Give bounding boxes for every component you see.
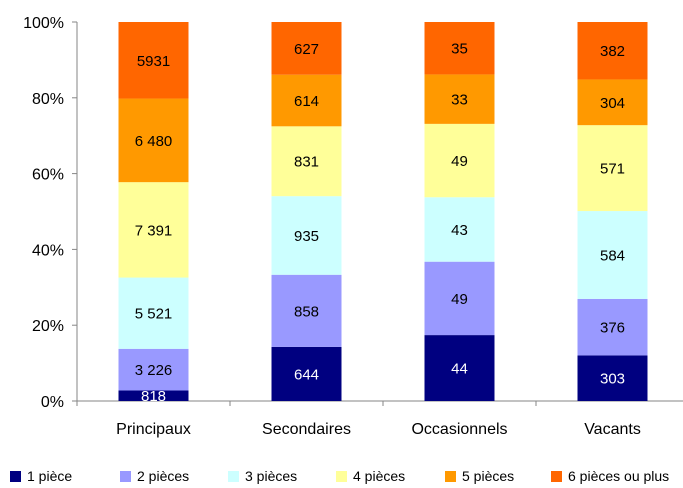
- bar-segment: [271, 22, 342, 75]
- data-label: 6 480: [135, 133, 173, 150]
- y-axis: 0% 20% 40% 60% 80% 100%: [23, 15, 78, 411]
- legend-label: 5 pièces: [462, 468, 514, 484]
- y-tick-label: 60%: [32, 167, 64, 184]
- y-tick-label: 100%: [23, 15, 64, 32]
- y-tick-label: 20%: [32, 318, 64, 335]
- bar-segment: [271, 274, 342, 347]
- bar-segment: [118, 390, 189, 401]
- legend-swatch: [228, 471, 239, 482]
- bar-segment: [577, 22, 648, 80]
- data-label: 5 521: [135, 306, 173, 323]
- legend: 1 pièce 2 pièces 3 pièces 4 pièces 5 pièces 6…: [10, 468, 669, 484]
- legend-swatch: [336, 471, 347, 482]
- bar-segment: [424, 123, 495, 198]
- y-tick-label: 80%: [32, 91, 64, 108]
- bar-segment: [271, 346, 342, 401]
- x-tick-label: Principaux: [116, 421, 191, 438]
- bar-segment: [424, 22, 495, 75]
- legend-label: 3 pièces: [245, 468, 297, 484]
- bar-segment: [271, 126, 342, 197]
- x-tick-label: Occasionnels: [411, 421, 507, 438]
- x-tick-label: Secondaires: [262, 421, 351, 438]
- bar-segment: [271, 74, 342, 127]
- bar-segment: [271, 196, 342, 275]
- legend-label: 6 pièces ou plus: [568, 468, 669, 484]
- bar-segment: [118, 277, 189, 349]
- bars: 818 3 226 5 521 7 391 6 480 5931 644 858 935 831 6…: [118, 22, 648, 405]
- data-label: 3 226: [135, 362, 173, 379]
- data-label: 831: [294, 154, 319, 171]
- bar-segment: [118, 348, 189, 391]
- bar-segment: [577, 125, 648, 212]
- x-axis: Principaux Secondaires Occasionnels Vacants: [76, 400, 683, 438]
- legend-label: 2 pièces: [137, 468, 189, 484]
- data-label: 935: [294, 228, 319, 245]
- bar-segment: [577, 211, 648, 299]
- legend-swatch: [445, 471, 456, 482]
- data-label: 382: [600, 43, 625, 60]
- data-label: 858: [294, 303, 319, 320]
- legend-label: 1 pièce: [27, 468, 72, 484]
- bar-segment: [118, 182, 189, 278]
- y-tick-label: 40%: [32, 242, 64, 259]
- legend-swatch: [120, 471, 131, 482]
- legend-label: 4 pièces: [353, 468, 405, 484]
- legend-swatch: [551, 471, 562, 482]
- data-label: 33: [451, 92, 468, 109]
- bar-segment: [118, 98, 189, 183]
- bar-segment: [424, 197, 495, 262]
- data-label: 644: [294, 366, 319, 383]
- bar-segment: [424, 261, 495, 336]
- data-label: 584: [600, 247, 625, 264]
- bar-segment: [577, 298, 648, 356]
- data-label: 49: [451, 153, 468, 170]
- bar-segment: [577, 355, 648, 401]
- data-label: 44: [451, 361, 468, 378]
- data-label: 304: [600, 95, 625, 112]
- bar-segment: [424, 335, 495, 401]
- data-label: 5931: [137, 53, 170, 70]
- data-label: 627: [294, 41, 319, 58]
- bar-segment: [118, 22, 189, 99]
- bar-segment: [577, 79, 648, 126]
- data-label: 376: [600, 320, 625, 337]
- data-label: 614: [294, 93, 319, 110]
- data-label: 303: [600, 371, 625, 388]
- data-label: 43: [451, 222, 468, 239]
- legend-swatch: [10, 471, 21, 482]
- bar-segment: [424, 74, 495, 124]
- data-label: 35: [451, 41, 468, 58]
- data-label: 49: [451, 291, 468, 308]
- y-tick-label: 0%: [41, 394, 64, 411]
- data-label: 571: [600, 161, 625, 178]
- data-label: 7 391: [135, 222, 173, 239]
- data-label: 818: [141, 388, 166, 405]
- x-tick-label: Vacants: [584, 421, 641, 438]
